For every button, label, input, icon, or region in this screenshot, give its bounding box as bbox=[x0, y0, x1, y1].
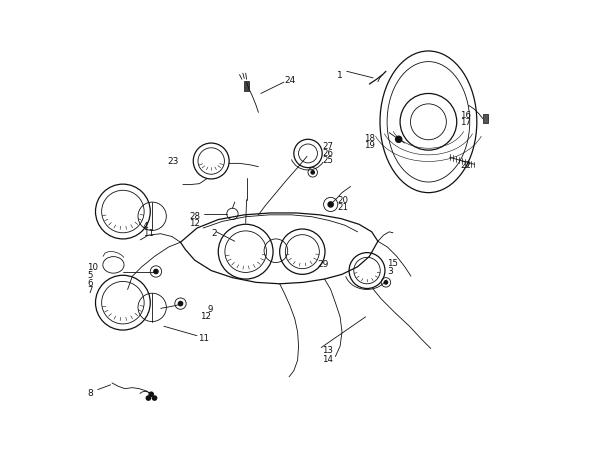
Circle shape bbox=[148, 391, 154, 397]
Text: 22: 22 bbox=[460, 161, 471, 170]
Text: 20: 20 bbox=[338, 196, 348, 205]
Text: 27: 27 bbox=[322, 142, 333, 151]
Text: 14: 14 bbox=[322, 355, 333, 363]
Circle shape bbox=[152, 395, 157, 401]
Circle shape bbox=[145, 395, 151, 401]
Text: 7: 7 bbox=[87, 285, 92, 294]
Text: 18: 18 bbox=[363, 133, 375, 142]
Circle shape bbox=[153, 269, 159, 275]
Text: 13: 13 bbox=[322, 346, 333, 355]
Text: 23: 23 bbox=[168, 156, 179, 165]
Text: 19: 19 bbox=[363, 141, 375, 150]
Text: 11: 11 bbox=[198, 334, 209, 343]
Text: 4: 4 bbox=[143, 222, 148, 231]
Text: 21: 21 bbox=[338, 203, 348, 212]
Text: 2: 2 bbox=[211, 229, 217, 238]
Circle shape bbox=[310, 170, 315, 175]
Text: 17: 17 bbox=[460, 118, 471, 127]
Circle shape bbox=[177, 301, 184, 306]
Text: 24: 24 bbox=[285, 76, 296, 85]
Circle shape bbox=[384, 280, 388, 285]
Text: 8: 8 bbox=[87, 389, 93, 398]
Text: 15: 15 bbox=[387, 259, 399, 268]
Text: 25: 25 bbox=[322, 156, 333, 165]
Circle shape bbox=[327, 201, 334, 208]
Text: 16: 16 bbox=[460, 111, 471, 120]
Bar bbox=[244, 81, 249, 91]
Text: 10: 10 bbox=[87, 264, 98, 273]
Text: 11: 11 bbox=[143, 229, 154, 238]
Text: 28: 28 bbox=[189, 211, 200, 220]
Text: 3: 3 bbox=[387, 267, 393, 276]
Text: 12: 12 bbox=[189, 218, 200, 228]
Bar bbox=[483, 114, 488, 123]
Text: 12: 12 bbox=[200, 312, 211, 321]
Text: 9: 9 bbox=[208, 304, 213, 314]
Text: 5: 5 bbox=[87, 272, 92, 281]
Text: 6: 6 bbox=[87, 278, 92, 287]
Text: 29: 29 bbox=[317, 260, 329, 269]
Text: 1: 1 bbox=[337, 71, 343, 80]
Text: 26: 26 bbox=[322, 149, 333, 158]
Circle shape bbox=[395, 135, 402, 143]
